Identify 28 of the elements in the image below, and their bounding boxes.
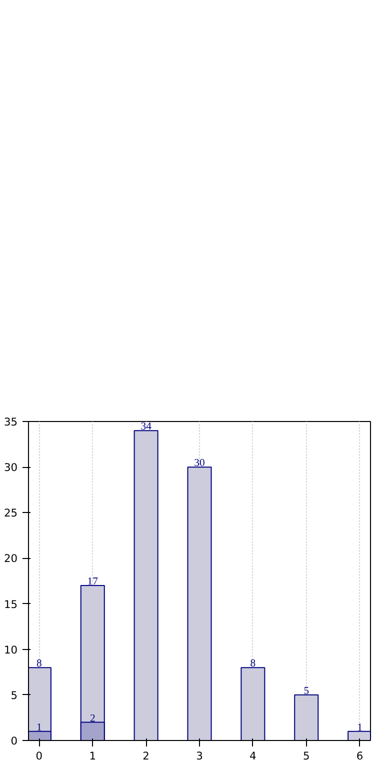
bar bbox=[240, 667, 266, 740]
data-label: 17 bbox=[87, 576, 99, 588]
bar bbox=[134, 430, 158, 740]
x-tick-label: 3 bbox=[196, 750, 203, 762]
data-label: 8 bbox=[36, 658, 42, 670]
data-label: 8 bbox=[250, 658, 256, 670]
data-label: 5 bbox=[304, 686, 310, 697]
x-tick-label: 2 bbox=[142, 750, 150, 762]
data-label: 1 bbox=[36, 722, 42, 734]
y-tick-label: 0 bbox=[10, 734, 18, 748]
x-tick-label: 4 bbox=[250, 750, 257, 762]
x-tick-label: 1 bbox=[89, 750, 96, 762]
data-label: 30 bbox=[194, 458, 205, 470]
y-tick-label: 25 bbox=[4, 506, 18, 520]
y-tick-label: 20 bbox=[4, 552, 18, 566]
y-tick-label: 5 bbox=[10, 688, 18, 702]
x-tick-label: 6 bbox=[356, 750, 364, 762]
x-tick-label: 0 bbox=[36, 750, 43, 762]
bar bbox=[187, 466, 212, 740]
y-tick-label: 35 bbox=[4, 416, 18, 428]
y-tick-label: 30 bbox=[4, 461, 18, 474]
bar bbox=[294, 694, 319, 740]
data-label: 1 bbox=[357, 722, 362, 734]
y-tick-label: 10 bbox=[4, 643, 18, 656]
x-tick-label: 5 bbox=[302, 750, 310, 762]
y-tick-label: 15 bbox=[4, 598, 18, 611]
data-label: 34 bbox=[140, 422, 152, 433]
data-label: 2 bbox=[90, 713, 96, 724]
